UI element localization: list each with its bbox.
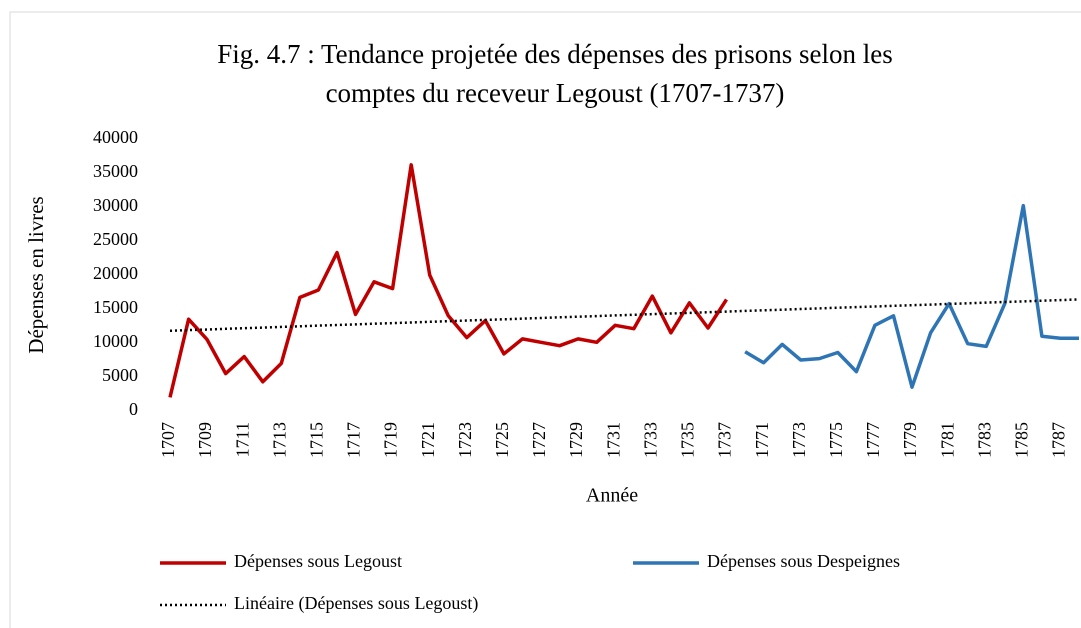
x-tick-label: 1773	[789, 422, 809, 458]
x-tick-label: 1711	[232, 422, 252, 457]
y-axis-label: Dépenses en livres	[24, 196, 48, 353]
y-tick-label: 30000	[93, 195, 138, 215]
series-line	[169, 298, 1080, 333]
y-tick-label: 0	[129, 399, 138, 419]
chart-title: Fig. 4.7 : Tendance projetée des dépense…	[217, 39, 892, 69]
x-tick-label: 1777	[863, 422, 883, 458]
x-tick-label: 1783	[974, 422, 994, 458]
x-tick-label: 1771	[752, 422, 772, 458]
y-tick-label: 15000	[93, 297, 138, 317]
x-tick-label: 1731	[603, 422, 623, 458]
x-tick-label: 1719	[381, 422, 401, 458]
x-tick-label: 1725	[492, 422, 512, 458]
x-tick-label: 1781	[937, 422, 957, 458]
x-tick-label: 1715	[307, 422, 327, 458]
x-tick-label: 1717	[344, 422, 364, 458]
x-tick-label: 1727	[529, 422, 549, 458]
chart-title: comptes du receveur Legoust (1707-1737)	[326, 78, 785, 108]
y-tick-label: 20000	[93, 263, 138, 283]
legend-label: Linéaire (Dépenses sous Legoust)	[234, 593, 478, 614]
x-tick-label: 1787	[1049, 422, 1069, 458]
y-tick-label: 5000	[102, 365, 138, 385]
legend-label: Dépenses sous Legoust	[234, 551, 402, 571]
x-tick-label: 1775	[826, 422, 846, 458]
y-tick-label: 35000	[93, 161, 138, 181]
x-tick-label: 1729	[566, 422, 586, 458]
series-line	[168, 163, 728, 398]
x-tick-label: 1785	[1011, 422, 1031, 458]
legend-label: Dépenses sous Despeignes	[707, 551, 900, 571]
x-tick-label: 1707	[158, 422, 178, 458]
x-tick-label: 1721	[418, 422, 438, 458]
y-tick-label: 10000	[93, 331, 138, 351]
y-tick-label: 40000	[93, 127, 138, 147]
x-tick-label: 1713	[269, 422, 289, 458]
x-tick-label: 1735	[678, 422, 698, 458]
x-axis-label: Année	[586, 485, 638, 507]
x-tick-label: 1733	[640, 422, 660, 458]
x-tick-label: 1737	[715, 422, 735, 458]
series-line	[744, 203, 1079, 389]
x-tick-label: 1709	[195, 422, 215, 458]
x-tick-label: 1723	[455, 422, 475, 458]
y-tick-label: 25000	[93, 229, 138, 249]
x-tick-label: 1779	[900, 422, 920, 458]
